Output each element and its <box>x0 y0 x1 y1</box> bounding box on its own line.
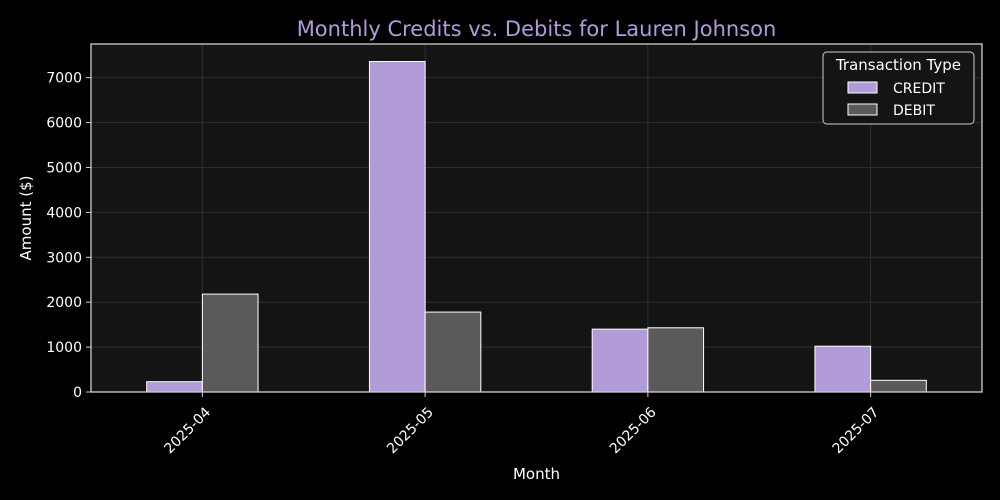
x-tick-label: 2025-06 <box>607 404 660 457</box>
bar-debit-2025-07 <box>870 379 927 393</box>
legend-swatch-credit <box>847 81 878 94</box>
x-axis-title: Month <box>513 465 560 483</box>
legend: Transaction Type CREDIT DEBIT <box>822 51 975 125</box>
y-tick-label: 7000 <box>46 71 82 87</box>
x-tick-label: 2025-07 <box>830 404 883 457</box>
plot-frame <box>90 43 983 393</box>
legend-title: Transaction Type <box>835 56 961 74</box>
bar-debit-2025-04 <box>201 293 259 393</box>
bars <box>146 61 927 393</box>
legend-label-debit: DEBIT <box>893 103 935 119</box>
y-axis-ticks: 0 1000 2000 3000 4000 5000 6000 7000 <box>46 71 91 401</box>
y-tick-label: 3000 <box>46 250 82 266</box>
x-tick-label: 2025-04 <box>161 404 214 457</box>
y-tick-label: 0 <box>73 385 82 401</box>
bar-debit-2025-05 <box>424 311 482 393</box>
legend-items: CREDIT DEBIT <box>847 81 945 119</box>
legend-swatch-debit <box>847 103 878 116</box>
y-tick-label: 1000 <box>46 340 82 356</box>
legend-label-credit: CREDIT <box>893 81 945 97</box>
bar-credit-2025-07 <box>814 345 872 393</box>
bar-credit-2025-06 <box>591 328 649 393</box>
x-tick-label: 2025-05 <box>384 404 437 457</box>
y-tick-label: 2000 <box>46 295 82 311</box>
y-tick-label: 6000 <box>46 116 82 132</box>
y-tick-label: 5000 <box>46 160 82 176</box>
bar-debit-2025-06 <box>647 327 705 393</box>
bar-credit-2025-04 <box>146 381 203 393</box>
y-tick-label: 4000 <box>46 205 82 221</box>
bar-credit-2025-05 <box>368 61 426 393</box>
chart-title: Monthly Credits vs. Debits for Lauren Jo… <box>297 17 777 41</box>
x-axis-ticks: 2025-04 2025-05 2025-06 2025-07 <box>161 392 882 457</box>
y-axis-title: Amount ($) <box>17 176 35 261</box>
